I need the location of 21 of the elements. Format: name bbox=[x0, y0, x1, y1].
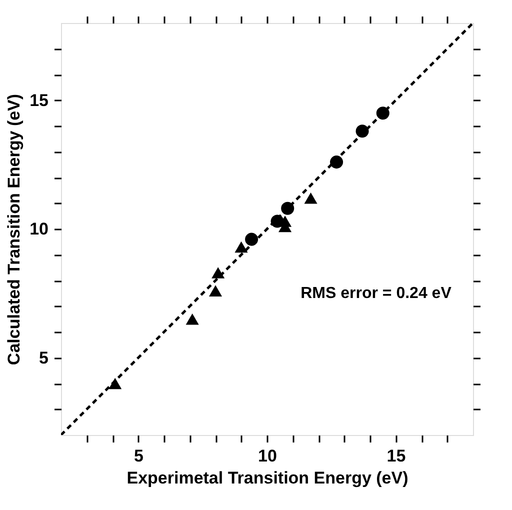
point bbox=[186, 313, 199, 325]
annotation: RMS error = 0.24 eV bbox=[300, 285, 452, 302]
point bbox=[245, 232, 258, 246]
x-axis-title: Experimetal Transition Energy (eV) bbox=[126, 468, 408, 488]
y-tick-label: 15 bbox=[30, 90, 48, 110]
point bbox=[356, 124, 369, 138]
x-tick-label: 10 bbox=[258, 446, 277, 466]
y-tick-label: 5 bbox=[39, 348, 48, 368]
y-axis-title: Calculated Transition Energy (eV) bbox=[4, 94, 24, 366]
y-tick-label: 10 bbox=[30, 220, 48, 238]
point bbox=[108, 378, 122, 390]
point bbox=[234, 241, 248, 253]
x-tick-label: 15 bbox=[386, 446, 406, 466]
point bbox=[270, 214, 284, 228]
x-tick-label: 5 bbox=[134, 446, 144, 466]
point bbox=[281, 202, 294, 215]
point bbox=[212, 267, 225, 278]
point bbox=[304, 192, 318, 204]
point bbox=[208, 285, 222, 296]
point bbox=[330, 156, 344, 169]
point bbox=[376, 106, 390, 120]
